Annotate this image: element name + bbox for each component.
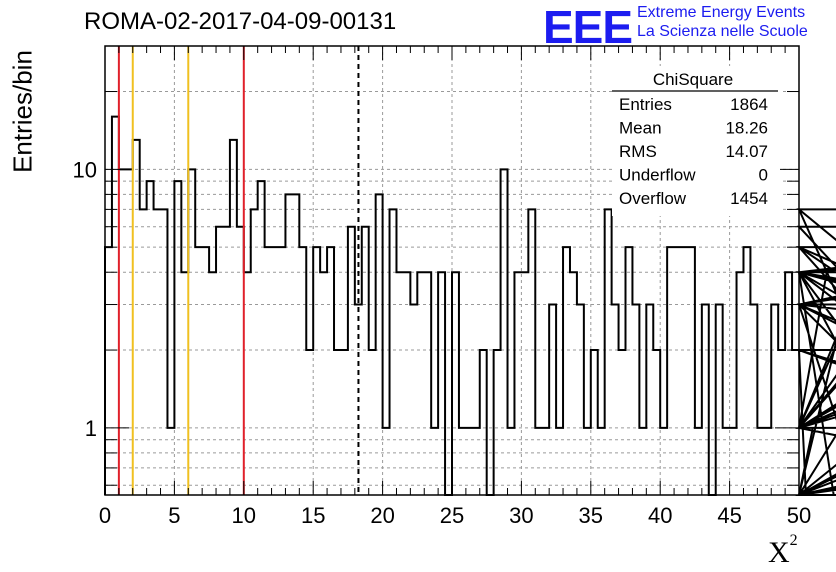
stats-title: ChiSquare — [653, 70, 733, 89]
x-tick-label: 20 — [370, 503, 394, 528]
stats-value: 0 — [759, 166, 768, 185]
x-tick-label: 35 — [579, 503, 603, 528]
x-tick-label: 50 — [787, 503, 811, 528]
x-axis-label-sup: 2 — [789, 532, 798, 549]
x-axis-label: X2 — [768, 532, 798, 570]
y-tick-label: 1 — [85, 416, 97, 441]
logo-line-1: Extreme Energy Events — [637, 4, 806, 21]
stats-value: 1454 — [730, 189, 768, 208]
y-tick-label: 10 — [73, 157, 97, 182]
stats-label: Underflow — [619, 166, 696, 185]
x-tick-label: 10 — [232, 503, 256, 528]
stats-label: RMS — [619, 142, 657, 161]
histogram-series — [104, 115, 836, 496]
logo-line-2: La Scienza nelle Scuole — [637, 23, 808, 40]
chart-title: ROMA-02-2017-04-09-00131 — [84, 8, 397, 35]
stats-value: 14.07 — [725, 142, 768, 161]
x-tick-label: 0 — [99, 503, 111, 528]
stats-value: 1864 — [730, 95, 768, 114]
x-tick-label: 30 — [509, 503, 533, 528]
x-tick-label: 15 — [301, 503, 325, 528]
eee-logo: EEE — [543, 1, 633, 53]
x-tick-label: 25 — [440, 503, 464, 528]
stats-label: Mean — [619, 119, 662, 138]
stats-label: Entries — [619, 95, 672, 114]
stats-label: Overflow — [619, 189, 687, 208]
x-tick-label: 5 — [168, 503, 180, 528]
x-tick-label: 45 — [717, 503, 741, 528]
stats-value: 18.26 — [725, 119, 768, 138]
x-axis-label-base: X — [768, 536, 790, 569]
x-tick-label: 40 — [648, 503, 672, 528]
